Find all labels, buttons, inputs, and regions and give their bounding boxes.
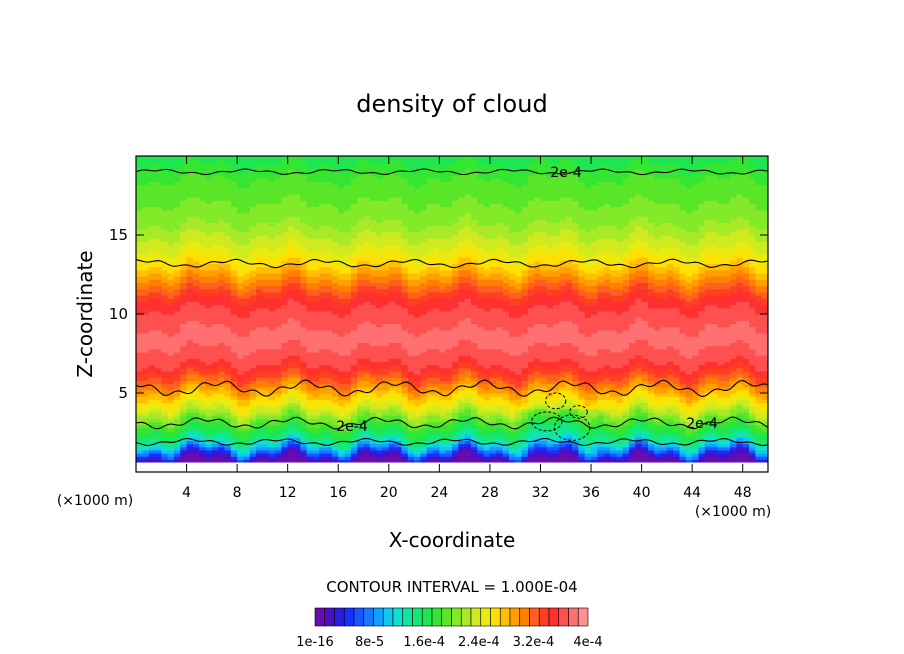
colorbar-swatch bbox=[538, 607, 550, 627]
colorbar-labels: 1e-16 8e-5 1.6e-4 2.4e-4 3.2e-4 4e-4 bbox=[296, 635, 602, 650]
colorbar bbox=[314, 607, 589, 627]
heatmap-field bbox=[136, 156, 768, 472]
colorbar-swatch bbox=[402, 607, 413, 627]
colorbar-swatch bbox=[548, 607, 560, 627]
colorbar-label: 3.2e-4 bbox=[513, 635, 555, 650]
contour-label-left: 2e-4 bbox=[336, 419, 368, 435]
y-tick-label: 15 bbox=[109, 226, 128, 244]
y-tick-label: 5 bbox=[118, 384, 128, 402]
x-tick-label: 24 bbox=[430, 485, 448, 501]
colorbar-swatch bbox=[499, 607, 511, 627]
contour-cell bbox=[553, 414, 591, 441]
contour-label-right: 2e-4 bbox=[686, 416, 718, 432]
colorbar-swatch bbox=[529, 607, 540, 627]
colorbar-swatch bbox=[412, 607, 423, 627]
colorbar-swatch bbox=[314, 607, 326, 627]
x-tick-label: 12 bbox=[279, 485, 297, 501]
colorbar-swatch bbox=[480, 607, 491, 627]
colorbar-swatch bbox=[343, 607, 355, 627]
colorbar-label: 2.4e-4 bbox=[458, 635, 500, 650]
colorbar-swatch bbox=[373, 607, 384, 627]
colorbar-swatch bbox=[451, 607, 462, 627]
contour-line bbox=[136, 168, 768, 176]
colorbar-swatch bbox=[353, 607, 365, 627]
colorbar-swatch bbox=[392, 607, 404, 627]
contour-line bbox=[136, 437, 768, 447]
x-tick-label: 44 bbox=[683, 485, 701, 501]
x-tick-label: 40 bbox=[633, 485, 651, 501]
contour-lines bbox=[136, 168, 768, 447]
x-tick-label: 48 bbox=[734, 485, 752, 501]
y-axis: 5 10 15 bbox=[109, 226, 768, 402]
x-tick-label: 32 bbox=[532, 485, 550, 501]
chart-title: density of cloud bbox=[356, 90, 547, 118]
colorbar-swatch bbox=[334, 607, 345, 627]
contour-line bbox=[136, 379, 768, 397]
colorbar-label: 8e-5 bbox=[355, 635, 384, 650]
x-tick-label: 28 bbox=[481, 485, 499, 501]
contour-line bbox=[136, 416, 768, 430]
x-unit-left: (×1000 m) bbox=[57, 493, 133, 509]
colorbar-swatch bbox=[431, 607, 443, 627]
colorbar-swatch bbox=[470, 607, 482, 627]
colorbar-swatch bbox=[460, 607, 472, 627]
x-tick-label: 4 bbox=[182, 485, 191, 501]
colorbar-swatch bbox=[519, 607, 530, 627]
y-tick-label: 10 bbox=[109, 305, 128, 323]
x-tick-label: 8 bbox=[233, 485, 242, 501]
x-tick-label: 20 bbox=[380, 485, 398, 501]
colorbar-label: 1.6e-4 bbox=[403, 635, 445, 650]
colorbar-swatch bbox=[382, 607, 394, 627]
colorbar-label: 4e-4 bbox=[573, 635, 602, 650]
colorbar-swatch bbox=[363, 607, 374, 627]
y-axis-label: Z-coordinate bbox=[73, 250, 97, 377]
x-tick-label: 16 bbox=[329, 485, 347, 501]
x-axis: 4 8 12 16 20 24 28 32 36 40 44 48 bbox=[182, 156, 752, 501]
colorbar-swatch bbox=[490, 607, 501, 627]
x-axis-label: X-coordinate bbox=[389, 528, 516, 552]
x-unit-right: (×1000 m) bbox=[695, 504, 771, 520]
contour-cell bbox=[545, 392, 567, 410]
contour-line bbox=[136, 258, 768, 269]
colorbar-swatch bbox=[577, 607, 589, 627]
colorbar-swatch bbox=[324, 607, 335, 627]
contour-label-top: 2e-4 bbox=[550, 165, 582, 181]
contour-cell bbox=[569, 405, 588, 419]
colorbar-swatch bbox=[558, 607, 569, 627]
colorbar-swatch bbox=[509, 607, 521, 627]
x-tick-label: 36 bbox=[582, 485, 600, 501]
colorbar-swatch bbox=[441, 607, 452, 627]
contour-cell bbox=[531, 411, 563, 432]
colorbar-swatch bbox=[568, 607, 579, 627]
colorbar-label: 1e-16 bbox=[296, 635, 334, 650]
contour-interval-text: CONTOUR INTERVAL = 1.000E-04 bbox=[326, 578, 577, 596]
colorbar-swatch bbox=[421, 607, 433, 627]
